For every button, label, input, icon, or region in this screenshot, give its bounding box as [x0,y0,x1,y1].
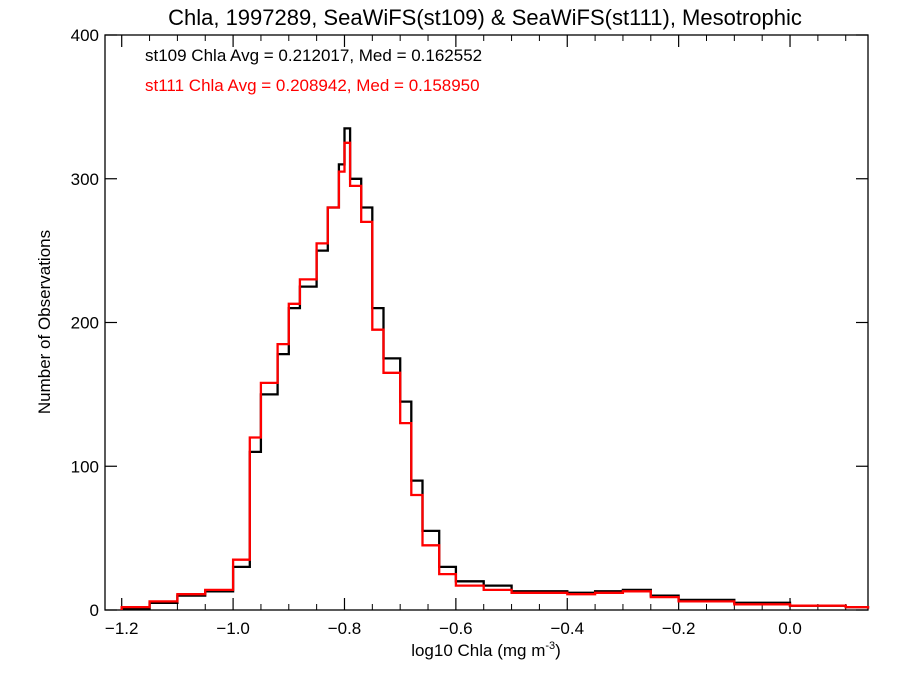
y-axis-ticks: 0 100 200 300 400 [71,26,868,620]
x-tick-label: −0.2 [662,619,696,638]
y-tick-label: 0 [90,601,99,620]
x-axis-label-superscript: -3 [545,640,555,652]
legend-st109-annotation: st109 Chla Avg = 0.212017, Med = 0.16255… [145,46,482,65]
x-tick-label: −1.2 [105,619,139,638]
y-tick-label: 200 [71,314,99,333]
x-axis-ticks: −1.2 −1.0 −0.8 −0.6 −0.4 −0.2 0.0 [105,35,847,638]
x-tick-label: −1.0 [216,619,250,638]
chart-title: Chla, 1997289, SeaWiFS(st109) & SeaWiFS(… [168,5,802,30]
plot-frame [104,34,869,611]
y-axis-label: Number of Observations [35,230,54,414]
series-line-st111 [120,141,870,610]
x-axis-label-end: ) [555,641,561,660]
x-tick-label: −0.4 [550,619,584,638]
x-tick-label: −0.8 [328,619,362,638]
y-tick-label: 400 [71,26,99,45]
x-tick-label: −0.6 [439,619,473,638]
series-line-st109 [120,127,870,610]
y-tick-label: 100 [71,457,99,476]
x-axis-label: log10 Chla (mg m-3) [411,640,561,660]
x-axis-label-text: log10 Chla (mg m [411,641,545,660]
x-tick-label: 0.0 [778,619,802,638]
y-tick-label: 300 [71,170,99,189]
legend-st111-annotation: st111 Chla Avg = 0.208942, Med = 0.15895… [145,76,480,95]
series-layer [120,127,870,610]
